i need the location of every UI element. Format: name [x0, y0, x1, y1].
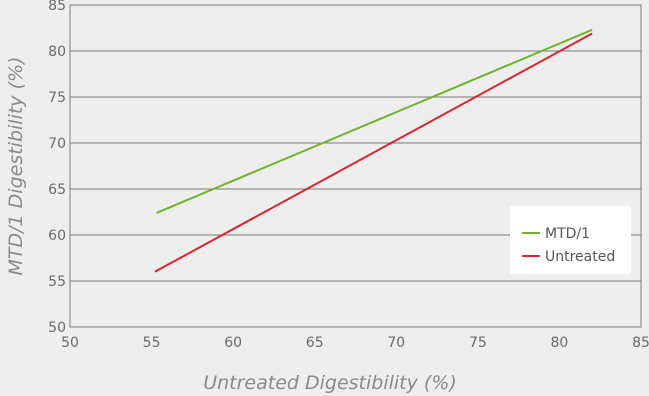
x-tick-label: 70	[387, 335, 405, 351]
x-tick-labels: 50 55 60 65 70 75 80 85	[61, 335, 649, 351]
y-axis-title: MTD/1 Digestibility (%)	[5, 57, 27, 276]
y-tick-label: 55	[48, 274, 66, 290]
y-tick-label: 85	[48, 0, 66, 14]
x-tick-label: 85	[632, 335, 649, 351]
x-tick-label: 80	[551, 335, 569, 351]
y-tick-label: 80	[48, 44, 66, 60]
y-tick-label: 65	[48, 182, 66, 198]
x-tick-label: 55	[143, 335, 161, 351]
y-tick-labels: 50 55 60 65 70 75 80 85	[48, 0, 66, 336]
x-tick-label: 75	[469, 335, 487, 351]
y-tick-label: 60	[48, 228, 66, 244]
legend: MTD/1 Untreated	[510, 206, 631, 274]
series-lines	[154, 28, 593, 273]
series-line-untreated	[154, 32, 593, 273]
series-line-mtd-1	[156, 28, 593, 214]
legend-box	[510, 206, 631, 274]
y-tick-label: 70	[48, 136, 66, 152]
x-tick-label: 65	[306, 335, 324, 351]
y-tick-label: 75	[48, 90, 66, 106]
x-tick-label: 60	[224, 335, 242, 351]
x-axis-title: Untreated Digestibility (%)	[203, 372, 457, 394]
legend-items: MTD/1 Untreated	[522, 226, 615, 265]
legend-label: Untreated	[545, 249, 615, 265]
y-tick-label: 50	[48, 320, 66, 336]
legend-label: MTD/1	[545, 226, 590, 242]
x-tick-label: 50	[61, 335, 79, 351]
